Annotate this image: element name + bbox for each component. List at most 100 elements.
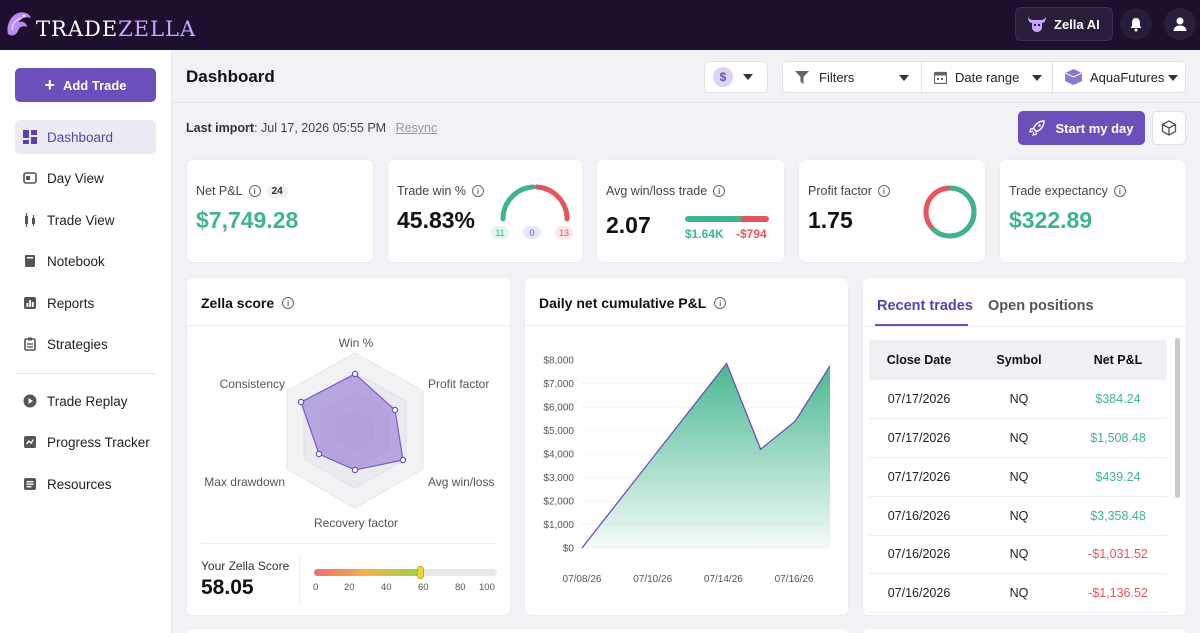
tab-open-positions[interactable]: Open positions xyxy=(988,298,1094,314)
bull-icon xyxy=(1028,17,1046,32)
breakeven-count: 0 xyxy=(523,226,541,239)
notebook-icon xyxy=(25,255,35,267)
table-row[interactable]: 07/16/2026 NQ $3,358.48 xyxy=(869,497,1167,536)
profit-factor-label: Profit factor xyxy=(808,184,872,198)
widgets-button[interactable] xyxy=(1152,111,1186,145)
sidebar-divider xyxy=(15,373,156,374)
start-my-day-button[interactable]: Start my day xyxy=(1018,111,1145,145)
cell-symbol: NQ xyxy=(1009,586,1029,600)
profit-factor-value: 1.75 xyxy=(808,207,853,233)
cell-symbol: NQ xyxy=(1009,509,1029,523)
table-row[interactable]: 07/16/2026 NQ -$1,031.52 xyxy=(869,535,1167,574)
dragon-logo-icon xyxy=(7,12,32,36)
sidebar-item-strategies[interactable]: Strategies xyxy=(15,327,156,361)
sidebar-item-progress-tracker[interactable]: Progress Tracker xyxy=(15,425,156,459)
trade-count-badge: 24 xyxy=(266,184,288,198)
bell-icon xyxy=(1130,17,1142,31)
notifications-button[interactable] xyxy=(1120,8,1152,40)
avg-win-value: $1.64K xyxy=(685,227,724,241)
dollar-icon: $ xyxy=(713,67,733,87)
account-dropdown[interactable]: AquaFutures xyxy=(1053,62,1185,92)
column-header-close-date[interactable]: Close Date xyxy=(886,353,952,367)
sidebar-item-dashboard[interactable]: Dashboard xyxy=(15,120,156,154)
date-range-dropdown[interactable]: Date range xyxy=(922,62,1053,92)
zella-radar-chart: Win % Profit factor Avg win/loss Recover… xyxy=(204,336,494,530)
caret-down-icon xyxy=(1032,75,1042,81)
sidebar-item-trade-replay[interactable]: Trade Replay xyxy=(15,384,156,418)
sidebar-item-label: Progress Tracker xyxy=(47,434,150,450)
table-row[interactable]: 07/17/2026 NQ $384.24 xyxy=(869,380,1167,419)
x-tick-label: 07/14/26 xyxy=(704,574,743,585)
avg-win-loss-value: 2.07 xyxy=(606,212,651,238)
scale-tick: 80 xyxy=(455,582,466,593)
table-row[interactable]: 07/17/2026 NQ $439.24 xyxy=(869,458,1167,497)
play-icon xyxy=(23,394,37,408)
cell-close-date: 07/17/2026 xyxy=(887,392,951,406)
zella-score-label: Your Zella Score xyxy=(201,559,290,573)
profit-factor-card: Profit factor i 1.75 xyxy=(798,159,986,263)
sidebar: + Add Trade Dashboard Day View Trade Vie… xyxy=(0,50,172,633)
x-tick-label: 07/16/26 xyxy=(775,574,814,585)
user-icon xyxy=(1173,17,1187,31)
cell-net-pnl: $439.24 xyxy=(1095,470,1141,484)
account-label: AquaFutures xyxy=(1090,69,1165,85)
sidebar-item-resources[interactable]: Resources xyxy=(15,467,156,501)
currency-select[interactable]: $ xyxy=(704,61,768,93)
resync-link[interactable]: Resync xyxy=(395,121,438,135)
trade-expectancy-value: $322.89 xyxy=(1009,207,1093,233)
sidebar-item-label: Strategies xyxy=(47,336,108,352)
info-icon[interactable]: i xyxy=(472,185,485,197)
y-tick-label: $2,000 xyxy=(543,497,574,508)
sidebar-item-label: Day View xyxy=(47,170,104,186)
tab-recent-trades[interactable]: Recent trades xyxy=(877,298,973,314)
sidebar-item-trade-view[interactable]: Trade View xyxy=(15,203,156,237)
table-scrollbar[interactable] xyxy=(1175,338,1180,498)
column-header-net-pnl[interactable]: Net P&L xyxy=(1093,353,1143,367)
info-icon[interactable]: i xyxy=(714,297,727,309)
scale-tick: 40 xyxy=(381,582,392,593)
sidebar-item-notebook[interactable]: Notebook xyxy=(15,244,156,278)
trade-expectancy-label: Trade expectancy xyxy=(1009,184,1108,198)
radar-axis-label: Max drawdown xyxy=(204,475,285,489)
next-row-card xyxy=(862,629,1187,633)
scale-tick: 60 xyxy=(418,582,429,593)
progress-icon xyxy=(24,436,36,448)
win-rate-gauge xyxy=(500,184,570,222)
info-icon[interactable]: i xyxy=(282,297,295,309)
calendar-icon xyxy=(934,71,947,84)
cell-net-pnl: $3,358.48 xyxy=(1090,509,1146,523)
add-trade-label: Add Trade xyxy=(62,77,127,93)
net-pnl-card: Net P&L i 24 $7,749.28 xyxy=(186,159,374,263)
cumulative-pnl-chart: $8,000 $7,000 $6,000 $5,000 $4,000 $3,000 $2,0… xyxy=(543,356,831,585)
y-tick-label: $0 xyxy=(563,544,575,555)
wins-count: 11 xyxy=(491,226,509,239)
table-row[interactable]: 07/17/2026 NQ $1,508.48 xyxy=(869,419,1167,458)
info-icon[interactable]: i xyxy=(248,185,261,197)
radar-axis-label: Win % xyxy=(339,336,374,350)
column-header-symbol[interactable]: Symbol xyxy=(996,353,1042,367)
info-icon[interactable]: i xyxy=(713,185,726,197)
profile-button[interactable] xyxy=(1164,8,1196,40)
sidebar-item-reports[interactable]: Reports xyxy=(15,286,156,320)
add-trade-button[interactable]: + Add Trade xyxy=(15,68,156,102)
account-cube-icon xyxy=(1065,69,1082,85)
profit-factor-label-row: Profit factor i xyxy=(808,184,890,198)
zella-score-marker xyxy=(416,566,424,579)
trade-view-icon xyxy=(25,213,35,227)
dashboard-icon xyxy=(23,130,37,144)
score-vertical-divider xyxy=(299,557,300,603)
info-icon[interactable]: i xyxy=(877,185,890,197)
table-row[interactable]: 07/16/2026 NQ -$1,136.52 xyxy=(869,574,1167,613)
tradezella-logo[interactable]: TRADEZELLA xyxy=(4,8,195,42)
pnl-line xyxy=(581,362,831,549)
avg-win-loss-label-row: Avg win/loss trade i xyxy=(606,184,726,198)
filters-dropdown[interactable]: Filters xyxy=(783,62,922,92)
trade-expectancy-label-row: Trade expectancy i xyxy=(1009,184,1126,198)
y-tick-label: $5,000 xyxy=(543,426,574,437)
active-tab-indicator xyxy=(875,324,968,326)
info-icon[interactable]: i xyxy=(1113,185,1126,197)
net-pnl-value: $7,749.28 xyxy=(196,207,299,233)
zella-ai-button[interactable]: Zella AI xyxy=(1015,7,1113,41)
scale-tick: 0 xyxy=(313,582,319,593)
sidebar-item-day-view[interactable]: Day View xyxy=(15,161,156,195)
